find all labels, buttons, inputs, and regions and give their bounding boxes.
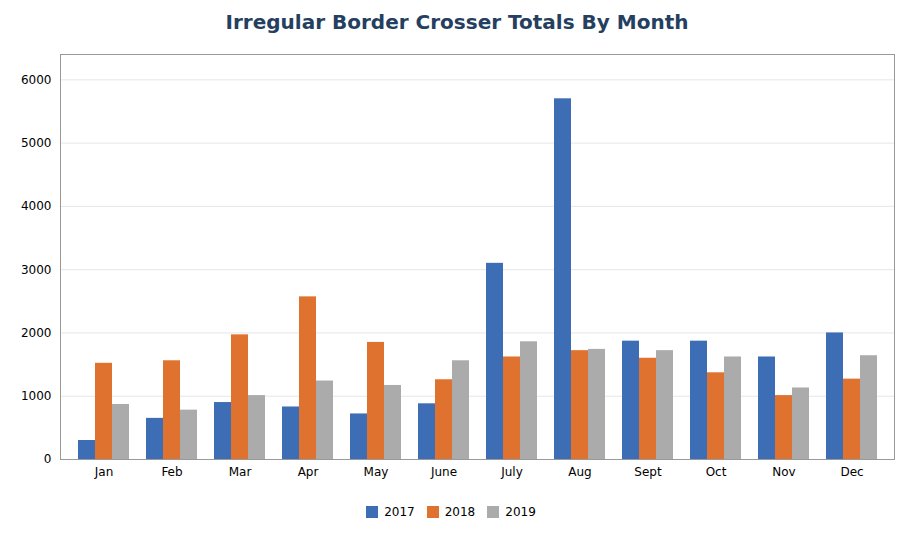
svg-text:May: May xyxy=(364,465,389,479)
svg-text:3000: 3000 xyxy=(21,262,52,276)
svg-text:Dec: Dec xyxy=(840,465,863,479)
svg-text:Feb: Feb xyxy=(161,465,182,479)
svg-text:Oct: Oct xyxy=(706,465,727,479)
svg-text:Jan: Jan xyxy=(94,465,114,479)
svg-text:June: June xyxy=(430,465,457,479)
html-text:2019: 2019 xyxy=(505,504,536,519)
svg-text:Sept: Sept xyxy=(634,465,662,479)
svg-text:1000: 1000 xyxy=(21,389,52,403)
svg-text:6000: 6000 xyxy=(21,73,52,87)
svg-text:4000: 4000 xyxy=(21,199,52,213)
html-text:2018: 2018 xyxy=(444,504,476,519)
svg-text:Nov: Nov xyxy=(772,465,795,479)
svg-text:Mar: Mar xyxy=(229,465,252,479)
svg-text:0: 0 xyxy=(44,452,52,466)
html-text:Irregular Border Crosser Total: Irregular Border Crosser Totals By Month xyxy=(225,10,689,34)
html-text:2017: 2017 xyxy=(384,504,415,519)
svg-text:Aug: Aug xyxy=(568,465,591,479)
svg-text:2000: 2000 xyxy=(21,326,52,340)
svg-text:Apr: Apr xyxy=(298,465,319,479)
svg-text:5000: 5000 xyxy=(21,136,52,150)
svg-text:July: July xyxy=(500,465,523,479)
